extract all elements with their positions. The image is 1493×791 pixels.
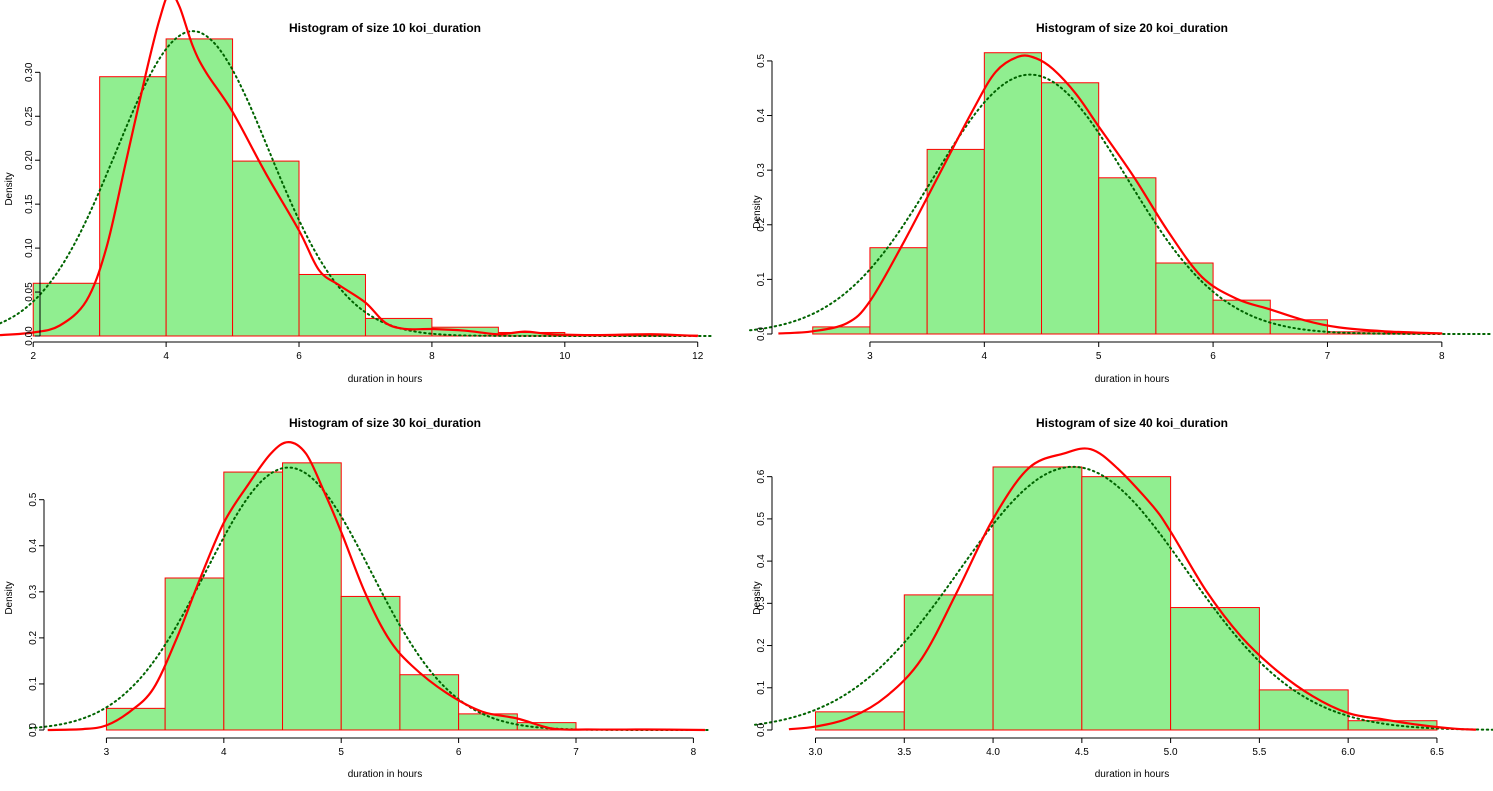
x-tick-label: 8 bbox=[429, 351, 435, 362]
histogram-bar bbox=[164, 577, 225, 731]
histogram-bar bbox=[223, 471, 284, 731]
x-tick-label: 3.0 bbox=[809, 747, 823, 758]
y-tick-label: 0.20 bbox=[24, 150, 35, 170]
histogram-bar bbox=[232, 160, 300, 337]
y-tick-label: 0.15 bbox=[24, 194, 35, 214]
histogram-bar bbox=[399, 674, 460, 731]
x-tick-label: 5 bbox=[338, 747, 344, 758]
histogram-bar bbox=[99, 76, 167, 337]
x-tick-label: 4 bbox=[221, 747, 227, 758]
histogram-panel-size-20: Histogram of size 20 koi_duration 3 4 5 6 7 8 d… bbox=[749, 21, 1493, 385]
x-tick-label: 6 bbox=[296, 351, 302, 362]
histogram-bar bbox=[1326, 331, 1386, 335]
histogram-bar bbox=[105, 707, 166, 731]
normal-density-curve bbox=[749, 73, 1493, 335]
x-tick-label: 10 bbox=[559, 351, 571, 362]
histogram-bar bbox=[926, 148, 985, 335]
y-tick-label: 0.3 bbox=[28, 584, 39, 598]
x-axis-label: duration in hours bbox=[348, 769, 423, 780]
y-tick-label: 0.00 bbox=[24, 326, 35, 346]
histogram-bar bbox=[1155, 262, 1214, 335]
histogram-bar bbox=[983, 52, 1043, 335]
histogram-bar bbox=[165, 38, 234, 337]
x-tick-label: 4.5 bbox=[1075, 747, 1089, 758]
y-axis-label: Density bbox=[752, 581, 763, 614]
x-tick-label: 7 bbox=[1325, 351, 1331, 362]
y-tick-label: 0.5 bbox=[756, 512, 767, 526]
histogram-bar bbox=[298, 273, 366, 337]
x-tick-label: 4 bbox=[163, 351, 169, 362]
x-tick-label: 6 bbox=[456, 747, 462, 758]
y-tick-label: 0.3 bbox=[756, 163, 767, 177]
x-tick-label: 5.5 bbox=[1252, 747, 1266, 758]
x-tick-label: 6 bbox=[1210, 351, 1216, 362]
y-tick-label: 0.0 bbox=[28, 723, 39, 737]
chart-title: Histogram of size 30 koi_duration bbox=[289, 416, 481, 430]
histogram-bar bbox=[32, 282, 101, 337]
x-tick-label: 8 bbox=[1439, 351, 1445, 362]
y-tick-label: 0.1 bbox=[28, 677, 39, 691]
histogram-bar bbox=[1098, 177, 1157, 335]
x-tick-label: 3 bbox=[867, 351, 873, 362]
y-tick-label: 0.0 bbox=[756, 723, 767, 737]
x-tick-label: 2 bbox=[30, 351, 36, 362]
y-tick-label: 0.2 bbox=[756, 638, 767, 652]
y-tick-label: 0.4 bbox=[756, 554, 767, 568]
kernel-density-curve bbox=[778, 54, 1442, 335]
kernel-density-curve bbox=[47, 441, 706, 732]
normal-density-curve bbox=[754, 465, 1493, 731]
y-tick-label: 0.6 bbox=[756, 469, 767, 483]
histogram-panel-size-40: Histogram of size 40 koi_duration 3.0 3.5 4… bbox=[752, 416, 1493, 780]
x-tick-label: 4.0 bbox=[986, 747, 1000, 758]
chart-title: Histogram of size 20 koi_duration bbox=[1036, 21, 1228, 35]
y-tick-label: 0.10 bbox=[24, 238, 35, 258]
histogram-bar bbox=[340, 595, 401, 731]
normal-density-curve bbox=[0, 30, 712, 337]
y-tick-label: 0.4 bbox=[28, 538, 39, 552]
y-tick-label: 0.4 bbox=[756, 108, 767, 122]
histogram-bar bbox=[815, 711, 905, 731]
y-tick-label: 0.2 bbox=[28, 630, 39, 644]
y-tick-label: 0.25 bbox=[24, 106, 35, 126]
y-tick-label: 0.5 bbox=[756, 54, 767, 68]
x-tick-label: 5 bbox=[1096, 351, 1102, 362]
x-tick-label: 3.5 bbox=[897, 747, 911, 758]
y-tick-label: 0.5 bbox=[28, 492, 39, 506]
y-axis-label: Density bbox=[752, 195, 763, 228]
histogram-panel-size-30: Histogram of size 30 koi_duration 3 4 5 6 7 8 d… bbox=[4, 416, 712, 780]
kernel-density-curve bbox=[0, 0, 698, 338]
histogram-bar bbox=[992, 466, 1083, 731]
histogram-bar bbox=[869, 247, 928, 335]
x-axis-label: duration in hours bbox=[1095, 374, 1170, 385]
x-tick-label: 7 bbox=[573, 747, 579, 758]
x-tick-label: 6.0 bbox=[1341, 747, 1355, 758]
chart-title: Histogram of size 10 koi_duration bbox=[289, 21, 481, 35]
y-tick-label: 0.1 bbox=[756, 680, 767, 694]
histogram-bar bbox=[1041, 82, 1100, 335]
y-axis-label: Density bbox=[4, 172, 15, 205]
y-tick-label: 0.05 bbox=[24, 282, 35, 302]
x-tick-label: 4 bbox=[982, 351, 988, 362]
x-axis-label: duration in hours bbox=[348, 374, 423, 385]
x-axis-label: duration in hours bbox=[1095, 769, 1170, 780]
kernel-density-curve bbox=[788, 447, 1477, 731]
histogram-bar bbox=[1081, 476, 1172, 731]
x-tick-label: 8 bbox=[691, 747, 697, 758]
y-axis-label: Density bbox=[4, 581, 15, 614]
y-tick-label: 0.2 bbox=[756, 217, 767, 231]
x-tick-label: 12 bbox=[692, 351, 704, 362]
x-tick-label: 5.0 bbox=[1164, 747, 1178, 758]
y-tick-label: 0.3 bbox=[756, 596, 767, 610]
histogram-bar bbox=[1212, 299, 1271, 335]
x-tick-label: 6.5 bbox=[1430, 747, 1444, 758]
y-tick-label: 0.0 bbox=[756, 327, 767, 341]
y-tick-label: 0.1 bbox=[756, 272, 767, 286]
x-tick-label: 3 bbox=[104, 747, 110, 758]
histogram-bar bbox=[1170, 607, 1260, 731]
histogram-bar bbox=[903, 594, 994, 731]
chart-title: Histogram of size 40 koi_duration bbox=[1036, 416, 1228, 430]
histogram-panel-size-10: Histogram of size 10 koi_duration 2 4 6 8 10 1… bbox=[0, 0, 712, 385]
y-tick-label: 0.30 bbox=[24, 62, 35, 82]
